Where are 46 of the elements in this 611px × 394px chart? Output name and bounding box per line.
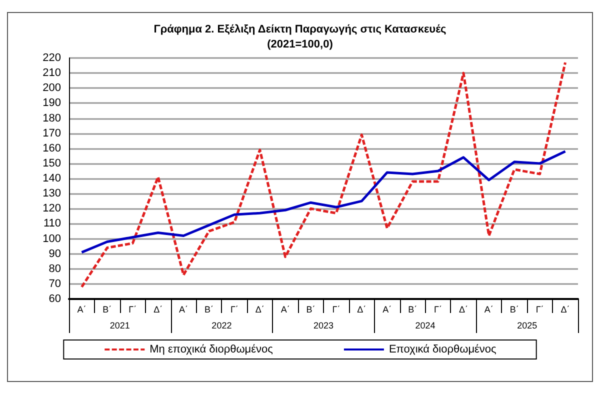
legend-label: Μη εποχικά διορθωμένος — [150, 344, 273, 356]
text: 2021 — [110, 320, 130, 330]
x-tick-label: Γ΄ — [332, 304, 340, 314]
y-tick-label: 160 — [42, 142, 61, 154]
x-tick-label: Δ΄ — [154, 304, 163, 314]
y-tick-label: 210 — [42, 67, 61, 80]
x-tick-label: Γ΄ — [230, 304, 238, 314]
x-tick-label: Γ΄ — [536, 304, 544, 314]
x-tick-label: Δ΄ — [255, 304, 264, 314]
x-tick-label: Α΄ — [484, 304, 494, 314]
x-tick-label: Γ΄ — [128, 304, 137, 314]
text: 2023 — [313, 320, 334, 330]
x-tick-label: Γ΄ — [434, 304, 442, 314]
y-tick-label: 140 — [42, 172, 61, 184]
x-tick-label: Α΄ — [179, 304, 188, 314]
y-tick-label: 70 — [48, 278, 61, 290]
y-tick-label: 90 — [48, 248, 61, 260]
y-tick-label: 220 — [42, 52, 61, 64]
x-tick-label: Β΄ — [204, 304, 214, 314]
y-tick-label: 190 — [42, 97, 61, 110]
y-tick-label: 60 — [48, 293, 61, 305]
x-tick-label: Α΄ — [77, 304, 86, 314]
y-tick-label: 120 — [42, 202, 61, 215]
x-tick-label: Β΄ — [510, 304, 519, 314]
y-tick-label: 180 — [42, 112, 61, 124]
chart-title: Γράφημα 2. Εξέλιξη Δείκτη Παραγωγής στις Κατασκευές — [154, 24, 447, 36]
y-tick-label: 100 — [42, 232, 61, 245]
text: 2024 — [415, 320, 436, 330]
x-tick-label: Δ΄ — [357, 304, 366, 314]
y-tick-label: 150 — [42, 157, 61, 170]
y-tick-label: 110 — [43, 218, 61, 230]
y-tick-label: 80 — [48, 262, 61, 275]
text: 2022 — [212, 320, 232, 330]
y-tick-label: 130 — [42, 188, 61, 200]
x-tick-label: Β΄ — [408, 304, 418, 314]
x-tick-label: Δ΄ — [458, 304, 468, 314]
y-tick-label: 200 — [42, 82, 61, 94]
chart-subtitle: (2021=100,0) — [267, 38, 334, 50]
text: 2025 — [517, 320, 538, 330]
x-tick-label: Δ΄ — [560, 304, 570, 314]
x-tick-label: Β΄ — [102, 304, 112, 314]
y-tick-label: 170 — [42, 127, 61, 140]
x-tick-label: Α΄ — [382, 304, 392, 314]
legend-label: Εποχικά διορθωμένος — [388, 344, 496, 356]
x-tick-label: Α΄ — [280, 304, 290, 314]
x-tick-label: Β΄ — [306, 304, 316, 314]
